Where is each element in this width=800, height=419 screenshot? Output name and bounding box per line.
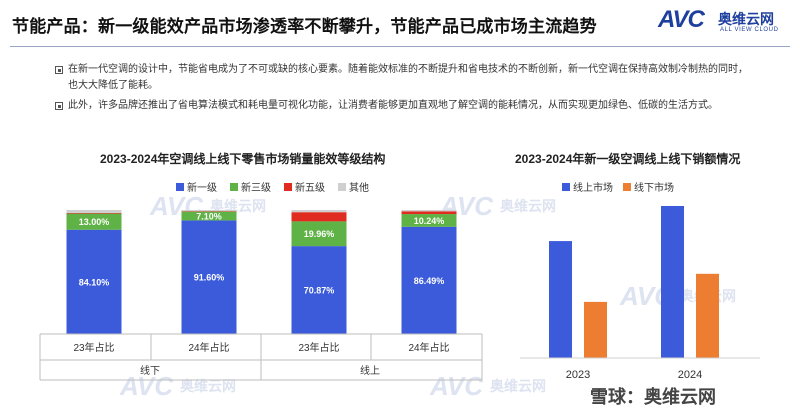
bar-线下市场-2023: [584, 301, 607, 358]
header: 节能产品：新一级能效产品市场渗透率不断攀升，节能产品已成市场主流趋势 AVC 奥…: [0, 0, 800, 46]
bar-线下市场-2024: [696, 273, 719, 358]
legend-swatch-新五级: [284, 183, 292, 191]
bar-线上市场-2024: [661, 206, 684, 358]
watermark-cn: 奥维云网: [500, 198, 556, 214]
bar-新五级-3: [401, 211, 457, 215]
bar-新一级-1: [181, 220, 237, 334]
bullet-text: 此外，许多品牌还推出了省电算法模式和耗电量可视化功能，让消费者能够更加直观地了解…: [68, 100, 718, 111]
page-title: 节能产品：新一级能效产品市场渗透率不断攀升，节能产品已成市场主流趋势: [12, 17, 597, 36]
bullet-list: 在新一代空调的设计中，节能省电成为了不可或缺的核心要素。随着能效标准的不断提升和…: [55, 62, 755, 114]
bar-其他-3: [401, 210, 457, 212]
logo-cn-text: 奥维云网: [718, 11, 774, 27]
bar-线上市场-2023: [549, 241, 572, 358]
avc-logo: AVC 奥维云网 ALL VIEW CLOUD: [658, 6, 788, 40]
bar-其他-0: [66, 210, 122, 213]
data-label: 86.49%: [414, 276, 445, 286]
legend-label: 新五级: [295, 181, 325, 194]
group-label: 线上: [360, 364, 380, 377]
data-label: 70.87%: [304, 286, 335, 296]
data-label: 13.00%: [79, 217, 110, 227]
logo-en-text: ALL VIEW CLOUD: [720, 27, 779, 33]
legend-label: 线上市场: [573, 181, 613, 194]
watermark-cn: 奥维云网: [180, 378, 236, 394]
x-tick-label: 2024: [678, 369, 702, 381]
legend-swatch-新三级: [230, 183, 238, 191]
bullet-text: 在新一代空调的设计中，节能省电成为了不可或缺的核心要素。随着能效标准的不断提升和…: [68, 64, 748, 91]
bullet-item: 在新一代空调的设计中，节能省电成为了不可或缺的核心要素。随着能效标准的不断提升和…: [55, 62, 755, 94]
x-tick-label: 24年占比: [408, 341, 449, 354]
watermark-avc: AVC: [119, 371, 174, 401]
legend-swatch-线下市场: [623, 183, 631, 191]
logo-avc-text: AVC: [658, 6, 705, 33]
legend-swatch-其他: [338, 183, 346, 191]
legend-label: 新三级: [241, 181, 271, 194]
header-divider: [10, 46, 790, 47]
bar-新一级-0: [66, 229, 122, 334]
bullet-item: 此外，许多品牌还推出了省电算法模式和耗电量可视化功能，让消费者能够更加直观地了解…: [55, 98, 755, 114]
legend-label: 线下市场: [634, 181, 674, 194]
bullet-square-icon: [55, 66, 63, 74]
bar-新五级-0: [66, 212, 122, 214]
watermark-avc: AVC: [429, 371, 484, 401]
data-label: 84.10%: [79, 277, 110, 287]
legend-label: 其他: [349, 181, 369, 194]
data-label: 7.10%: [196, 212, 222, 222]
bar-其他-1: [181, 210, 237, 212]
chart1-title: 2023-2024年空调线上线下零售市场销量能效等级结构: [100, 152, 386, 166]
bar-新三级-0: [66, 213, 122, 230]
legend-swatch-线上市场: [562, 183, 570, 191]
legend-swatch-新一级: [176, 183, 184, 191]
data-label: 10.24%: [414, 216, 445, 226]
data-label: 91.60%: [194, 273, 225, 283]
legend-label: 新一级: [187, 181, 217, 194]
x-tick-label: 24年占比: [188, 341, 229, 354]
bar-新五级-2: [291, 212, 347, 222]
footer-watermark: 雪球：奥维云网: [590, 387, 716, 407]
bar-新一级-3: [401, 226, 457, 334]
x-tick-label: 2023: [566, 369, 590, 381]
chart2-title: 2023-2024年新一级空调线上线下销额情况: [515, 152, 741, 166]
bar-新三级-2: [291, 221, 347, 247]
bar-新三级-3: [401, 214, 457, 227]
bar-其他-2: [291, 210, 347, 213]
x-tick-label: 23年占比: [298, 341, 339, 354]
bar-新一级-2: [291, 246, 347, 334]
group-label: 线下: [140, 364, 160, 377]
watermark-cn: 奥维云网: [490, 378, 546, 394]
data-label: 19.96%: [304, 229, 335, 239]
x-tick-label: 23年占比: [73, 341, 114, 354]
bar-新三级-1: [181, 211, 237, 221]
bullet-square-icon: [55, 102, 63, 110]
